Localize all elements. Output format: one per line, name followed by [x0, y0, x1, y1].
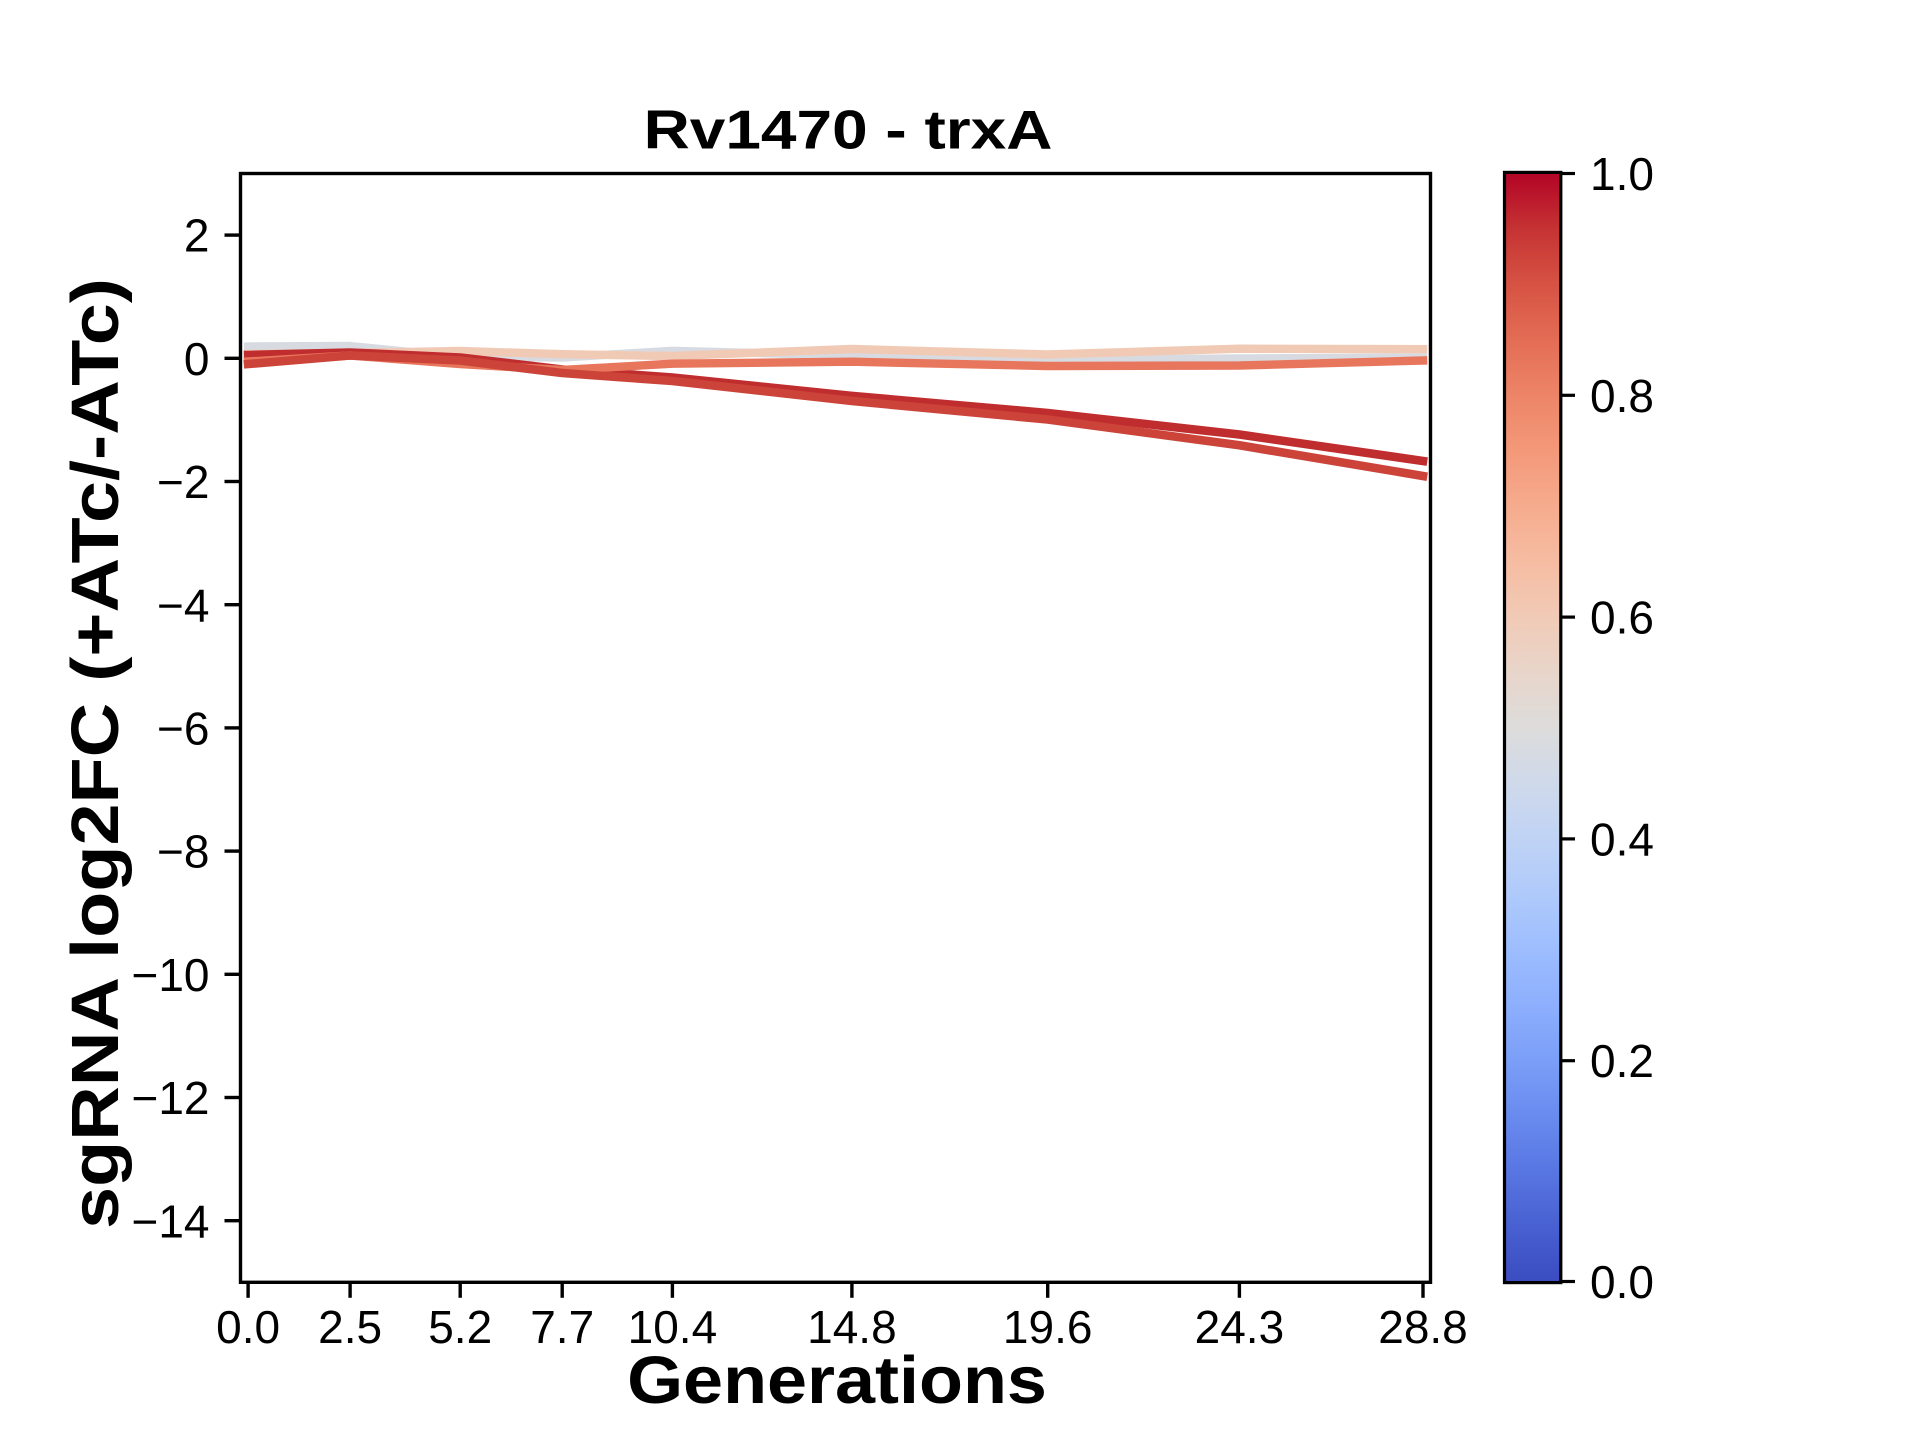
svg-text:10.4: 10.4 [628, 1301, 718, 1353]
svg-text:−10: −10 [131, 949, 209, 1001]
svg-text:Rv1470 - trxA: Rv1470 - trxA [644, 99, 1053, 161]
svg-text:0.0: 0.0 [1590, 1256, 1654, 1308]
svg-text:1.0: 1.0 [1590, 148, 1654, 200]
svg-text:0.2: 0.2 [1590, 1035, 1654, 1087]
svg-text:28.8: 28.8 [1378, 1301, 1468, 1353]
svg-text:0.8: 0.8 [1590, 370, 1654, 422]
svg-text:2.5: 2.5 [318, 1301, 382, 1353]
svg-text:0.0: 0.0 [216, 1301, 280, 1353]
svg-text:7.7: 7.7 [530, 1301, 594, 1353]
svg-text:−8: −8 [157, 826, 209, 878]
svg-text:−2: −2 [157, 456, 209, 508]
svg-text:19.6: 19.6 [1003, 1301, 1093, 1353]
svg-text:5.2: 5.2 [428, 1301, 492, 1353]
svg-text:−14: −14 [131, 1195, 209, 1247]
svg-text:0: 0 [184, 333, 210, 385]
svg-text:−6: −6 [157, 703, 209, 755]
svg-text:0.6: 0.6 [1590, 592, 1654, 644]
svg-text:sgRNA log2FC (+ATc/-ATc): sgRNA log2FC (+ATc/-ATc) [58, 278, 133, 1229]
svg-text:14.8: 14.8 [807, 1301, 897, 1353]
svg-text:−4: −4 [157, 579, 209, 631]
svg-text:Generations: Generations [627, 1342, 1047, 1417]
svg-text:0.4: 0.4 [1590, 813, 1654, 865]
svg-text:2: 2 [184, 210, 210, 262]
svg-text:−12: −12 [131, 1072, 209, 1124]
svg-text:24.3: 24.3 [1195, 1301, 1285, 1353]
